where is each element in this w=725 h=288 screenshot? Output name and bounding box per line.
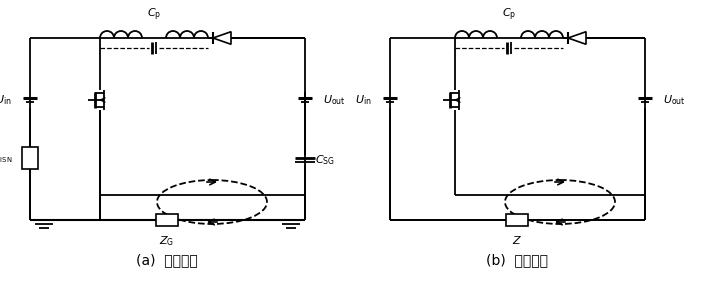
Bar xyxy=(506,214,528,226)
Text: $U_{\rm out}$: $U_{\rm out}$ xyxy=(323,93,346,107)
Polygon shape xyxy=(213,32,231,44)
Text: $U_{\rm in}$: $U_{\rm in}$ xyxy=(0,93,12,107)
Text: $C_{\rm p}$: $C_{\rm p}$ xyxy=(502,7,516,23)
Bar xyxy=(156,214,178,226)
Text: $C_{\rm p}$: $C_{\rm p}$ xyxy=(147,7,161,23)
Text: $Z$: $Z$ xyxy=(512,234,522,246)
Bar xyxy=(22,147,38,169)
Text: $Z_{\rm G}$: $Z_{\rm G}$ xyxy=(160,234,175,248)
Text: $C_{\rm SG}$: $C_{\rm SG}$ xyxy=(315,153,335,167)
Text: $U_{\rm in}$: $U_{\rm in}$ xyxy=(355,93,372,107)
Polygon shape xyxy=(568,32,586,44)
Text: $U_{\rm out}$: $U_{\rm out}$ xyxy=(663,93,686,107)
Text: (a)  流通回路: (a) 流通回路 xyxy=(136,253,198,267)
Text: (b)  简化回路: (b) 简化回路 xyxy=(486,253,548,267)
Text: $Z_{\rm LISN}$: $Z_{\rm LISN}$ xyxy=(0,151,12,165)
